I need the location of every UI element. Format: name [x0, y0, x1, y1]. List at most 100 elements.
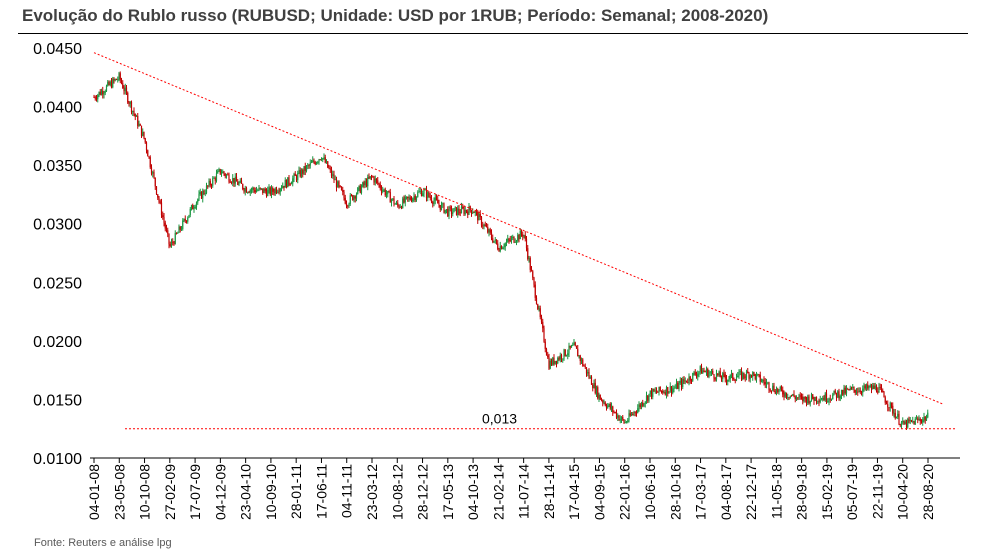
candle-body: [630, 414, 633, 416]
candle-body: [622, 416, 624, 420]
candle-body: [429, 196, 431, 199]
candle-body: [504, 243, 506, 247]
candle-body: [218, 169, 220, 171]
candle-body: [598, 394, 600, 399]
candle-body: [789, 395, 791, 399]
candle-body: [433, 200, 435, 204]
candle-body: [303, 166, 305, 174]
candle-body: [853, 386, 855, 390]
candle-body: [132, 110, 134, 112]
candle-body: [448, 207, 450, 217]
candle-body: [157, 194, 159, 198]
candle-body: [839, 396, 841, 399]
candle-body: [442, 203, 444, 205]
candle-body: [883, 391, 885, 398]
candle-body: [775, 389, 778, 394]
candle-body: [540, 317, 543, 322]
candle-body: [320, 159, 323, 161]
candle-body: [645, 395, 648, 402]
candle-body: [702, 370, 704, 374]
candle-body: [559, 355, 561, 360]
candle-body: [693, 372, 695, 374]
candle-body: [819, 399, 821, 403]
candle-body: [790, 395, 793, 397]
candle-body: [359, 185, 361, 193]
candle-body: [293, 173, 295, 179]
candle-body: [747, 371, 749, 374]
candle-body: [232, 178, 234, 183]
candle-body: [427, 192, 429, 198]
candle-body: [202, 190, 204, 199]
x-tick-label: 04-12-09: [212, 464, 228, 520]
candle-body: [650, 390, 653, 397]
candle-body: [580, 359, 583, 361]
candle-body: [814, 396, 816, 402]
candle-body: [414, 195, 416, 200]
candle-body: [388, 191, 390, 193]
candle-body: [172, 241, 174, 243]
candle-body: [708, 373, 710, 377]
candle-body: [830, 399, 833, 401]
candle-body: [724, 374, 726, 379]
candle-body: [618, 415, 620, 421]
support-annotation: 0,013: [482, 411, 517, 427]
candle-body: [369, 176, 371, 179]
candle-body: [93, 97, 95, 98]
candle-body: [532, 271, 534, 278]
candle-body: [880, 387, 883, 391]
candle-body: [600, 399, 603, 401]
candle-body: [784, 392, 786, 397]
candle-body: [920, 421, 923, 423]
candle-body: [244, 187, 246, 192]
candle-body: [687, 382, 689, 383]
candle-body: [795, 397, 798, 399]
candle-body: [449, 207, 451, 209]
candle-body: [534, 284, 536, 298]
candle-body: [599, 394, 601, 400]
candle-body: [362, 182, 364, 187]
candle-body: [247, 192, 249, 194]
candle-body: [180, 229, 183, 230]
candle-body: [332, 174, 334, 176]
candle-body: [550, 360, 553, 365]
candle-body: [638, 404, 640, 409]
candle-body: [99, 91, 101, 95]
candle-body: [377, 180, 379, 184]
candle-body: [792, 394, 794, 396]
candle-body: [758, 374, 760, 376]
x-tick-label: 28-09-18: [794, 464, 810, 520]
candle-body: [309, 162, 311, 166]
candle-body: [755, 374, 758, 380]
candle-body: [617, 415, 619, 418]
candle-body: [148, 156, 150, 158]
candle-body: [613, 411, 615, 413]
x-tick-label: 04-01-08: [86, 464, 102, 520]
candle-body: [460, 206, 463, 214]
candle-body: [615, 412, 618, 418]
candle-body: [669, 386, 671, 392]
candle-body: [915, 418, 918, 420]
candle-body: [887, 404, 889, 408]
candle-body: [389, 192, 391, 203]
x-tick-label: 23-04-10: [238, 464, 254, 520]
candle-body: [564, 349, 566, 356]
candle-body: [127, 92, 129, 103]
candle-body: [292, 178, 294, 184]
candle-body: [800, 396, 803, 398]
candle-body: [704, 371, 706, 373]
candle-body: [97, 95, 99, 100]
candle-body: [614, 412, 616, 413]
candle-body: [434, 197, 436, 201]
candle-body: [154, 177, 156, 187]
candle-body: [635, 412, 638, 414]
candle-body: [777, 389, 779, 392]
candle-body: [582, 359, 584, 366]
candle-body: [673, 388, 675, 389]
candle-body: [885, 402, 888, 405]
candle-body: [98, 91, 100, 96]
candle-body: [649, 390, 651, 394]
candle-body: [227, 174, 229, 176]
candle-body: [269, 187, 271, 195]
candle-body: [95, 98, 98, 100]
candle-body: [117, 79, 119, 81]
